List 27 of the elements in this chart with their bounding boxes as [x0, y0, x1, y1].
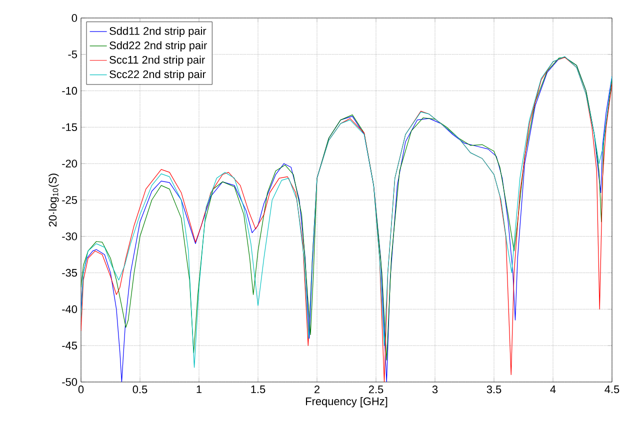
x-tick-label: 3.5 [486, 386, 502, 394]
x-tick-label: 0 [78, 386, 84, 394]
y-axis-title: 20·log$_{10}$(S) [48, 174, 59, 227]
y-tick-label: 0 [72, 14, 78, 22]
y-tick-label: -40 [62, 305, 78, 314]
x-tick-label: 1.5 [251, 386, 266, 394]
x-axis-title: Frequency [GHz] [306, 397, 388, 408]
y-tick-label: -20 [62, 160, 78, 168]
y-tick-label: -45 [62, 342, 78, 350]
x-tick-label: 2.5 [368, 386, 384, 394]
y-tick-label: -25 [62, 196, 78, 204]
y-tick-label: -50 [62, 378, 78, 386]
x-tick-label: 4.5 [604, 386, 620, 394]
y-tick-label: -10 [62, 86, 78, 95]
y-tick-label: -15 [62, 123, 78, 132]
x-tick-label: 0.5 [132, 386, 148, 394]
x-tick-label: 4 [550, 386, 556, 394]
legend-label: Sdd22 2nd strip pair [110, 41, 207, 52]
y-tick-label: -30 [62, 232, 78, 240]
y-tick-label: -5 [68, 50, 78, 58]
y-tick-label: -35 [62, 268, 78, 277]
x-tick-label: 1 [196, 386, 202, 394]
legend-label: Scc11 2nd strip pair [110, 56, 205, 66]
legend-label: Sdd11 2nd strip pair [110, 26, 206, 38]
x-tick-label: 3 [432, 386, 438, 394]
x-tick-label: 2 [314, 386, 320, 394]
legend-label: Scc22 2nd strip pair [110, 70, 206, 80]
